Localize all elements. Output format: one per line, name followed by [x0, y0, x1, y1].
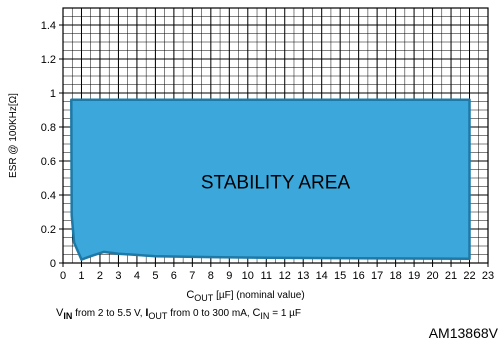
stability-area-label: STABILITY AREA	[201, 172, 351, 193]
vin-symbol: V	[56, 307, 64, 319]
x-tick-label-9: 9	[226, 270, 232, 282]
x-tick-label-10: 10	[242, 270, 254, 282]
x-tick-label-3: 3	[115, 270, 121, 282]
x-tick-label-2: 2	[97, 270, 103, 282]
y-tick-labels: 0 0.2 0.4 0.6 0.8 1 1.2 1.4	[41, 20, 56, 270]
x-tick-label-14: 14	[316, 270, 328, 282]
iout-range: from 0 to 300 mA,	[167, 308, 253, 319]
y-tick-label-1.2: 1.2	[41, 54, 56, 66]
x-tick-label-21: 21	[445, 270, 457, 282]
x-tick-label-5: 5	[152, 270, 158, 282]
y-tick-label-0.8: 0.8	[41, 122, 56, 134]
figure-id: AM13868V	[428, 325, 498, 341]
iout-subscript: OUT	[148, 311, 168, 321]
vin-range: from 2 to 5.5 V,	[72, 308, 146, 319]
x-axis-label: COUT [µF] (nominal value)	[186, 289, 304, 303]
x-axis-label-rest: [µF] (nominal value)	[213, 290, 304, 301]
x-tick-label-18: 18	[389, 270, 401, 282]
x-tick-labels: 0 1 2 3 4 5 6 7 8 9 10 11 12 13 14 15 16 17 18 19 20 21 22 23	[60, 270, 494, 282]
x-tick-label-23: 23	[482, 270, 494, 282]
x-tick-label-19: 19	[408, 270, 420, 282]
x-tick-label-8: 8	[208, 270, 214, 282]
stability-region	[70, 98, 471, 261]
cin-symbol: C	[252, 307, 261, 319]
x-tick-label-17: 17	[371, 270, 383, 282]
x-axis-label-sub: OUT	[194, 293, 214, 303]
x-tick-label-20: 20	[426, 270, 438, 282]
stability-area-polygon	[70, 98, 471, 261]
plot-frame	[62, 7, 489, 264]
y-tick-label-0.2: 0.2	[41, 224, 56, 236]
y-tick-label-1: 1	[50, 88, 56, 100]
test-conditions: VIN from 2 to 5.5 V, IOUT from 0 to 300 …	[56, 307, 301, 321]
x-tick-label-12: 12	[279, 270, 291, 282]
cin-subscript: IN	[260, 311, 270, 321]
x-axis-label-main: C	[186, 289, 194, 301]
x-tick-label-4: 4	[134, 270, 140, 282]
x-tick-label-11: 11	[261, 270, 272, 282]
y-axis-label: ESR @ 100KHz[Ω]	[8, 93, 19, 178]
x-tick-label-6: 6	[171, 270, 177, 282]
y-tick-label-0.4: 0.4	[41, 190, 56, 202]
vin-subscript: IN	[63, 311, 73, 321]
y-tick-label-1.4: 1.4	[41, 20, 56, 32]
x-tick-label-13: 13	[297, 270, 309, 282]
iout-symbol: I	[145, 307, 149, 319]
plot-border	[62, 7, 489, 264]
y-tick-label-0: 0	[50, 258, 56, 270]
x-tick-label-16: 16	[353, 270, 365, 282]
y-tick-label-0.6: 0.6	[41, 156, 56, 168]
cin-value: = 1 µF	[269, 308, 302, 319]
x-tick-label-15: 15	[334, 270, 346, 282]
x-tick-label-22: 22	[463, 270, 475, 282]
x-tick-label-7: 7	[189, 270, 195, 282]
x-tick-label-0: 0	[60, 270, 66, 282]
x-tick-label-1: 1	[78, 270, 84, 282]
